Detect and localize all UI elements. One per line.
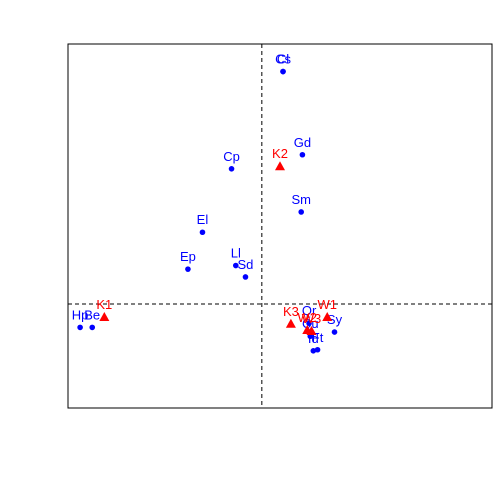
point-label-cs: Cs bbox=[275, 52, 291, 67]
point-label-ll: Ll bbox=[231, 246, 241, 261]
point-w1 bbox=[322, 312, 333, 321]
point-id bbox=[310, 348, 317, 354]
point-label-w2: W2 bbox=[298, 310, 318, 325]
point-label-sm: Sm bbox=[291, 192, 311, 207]
point-el bbox=[199, 229, 206, 236]
point-sm bbox=[298, 209, 305, 215]
point-label-sy: Sy bbox=[327, 312, 343, 327]
point-ep bbox=[185, 266, 191, 272]
point-qr bbox=[306, 320, 312, 327]
point-cl bbox=[280, 68, 286, 75]
point-k1 bbox=[99, 312, 110, 321]
point-label-w1: W1 bbox=[317, 297, 337, 312]
data-marks: CsClGdCpSmElEpLlSdHpBeSyCuIdFtQrK1K2K3W1… bbox=[72, 52, 343, 354]
point-label-cp: Cp bbox=[223, 149, 240, 164]
point-k2 bbox=[275, 161, 285, 171]
point-sy bbox=[331, 329, 338, 335]
point-label-id: Id bbox=[308, 331, 319, 346]
point-sd bbox=[242, 274, 249, 280]
point-label-sd: Sd bbox=[238, 257, 254, 272]
point-be bbox=[89, 324, 96, 331]
point-hp bbox=[77, 324, 83, 331]
point-label-gd: Gd bbox=[294, 135, 311, 150]
point-label-w3: W3 bbox=[302, 311, 322, 326]
point-label-el: El bbox=[197, 212, 209, 227]
point-ll bbox=[232, 262, 239, 269]
point-label-hp: Hp bbox=[72, 307, 89, 322]
point-label-k3: K3 bbox=[283, 304, 299, 319]
point-label-k2: K2 bbox=[272, 146, 288, 161]
point-label-k1: K1 bbox=[96, 297, 112, 312]
point-cp bbox=[228, 166, 235, 172]
point-label-be: Be bbox=[84, 307, 100, 322]
point-ft bbox=[314, 346, 321, 353]
point-label-ft: Ft bbox=[312, 330, 324, 345]
point-label-cl: Cl bbox=[277, 52, 289, 67]
plot-frame bbox=[67, 43, 493, 409]
point-label-ep: Ep bbox=[180, 249, 196, 264]
point-w3 bbox=[306, 326, 317, 336]
point-gd bbox=[299, 151, 306, 158]
point-label-qr: Qr bbox=[302, 303, 317, 318]
point-k3 bbox=[285, 318, 296, 328]
